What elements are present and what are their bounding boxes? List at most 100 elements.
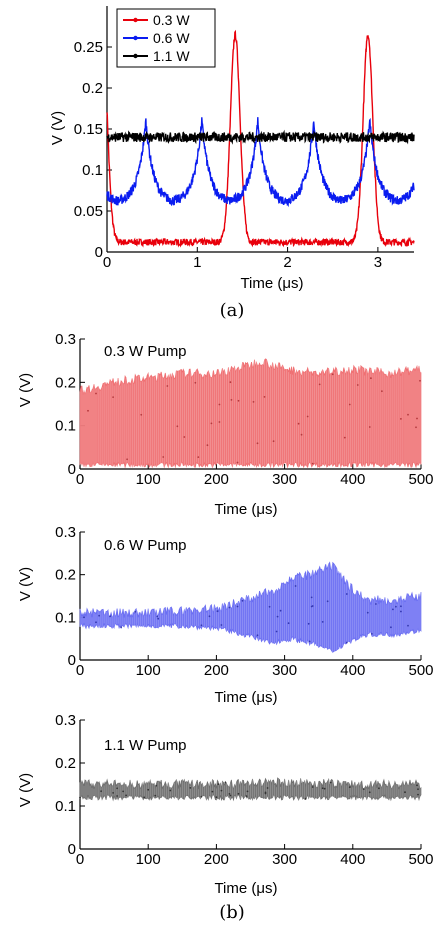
panel-b2-sample-dot (311, 605, 314, 607)
panel-b2-signal-texture (79, 562, 422, 653)
panel-b2-sample-dot (308, 640, 311, 643)
panel-b1-sample-dot (197, 456, 200, 458)
panel-b1-x-tick-label: 300 (272, 471, 297, 488)
panel-b2-sample-dot (345, 641, 348, 644)
panel-b1-sample-dot (331, 373, 334, 376)
panel-b1-y-tick-label: 0.1 (55, 418, 76, 435)
panel-b1-sample-dot (306, 415, 309, 418)
panel-b1-x-tick-label: 0 (76, 471, 84, 488)
panel-b1-signal-band (79, 358, 422, 469)
panel-b1-sample-dot (126, 458, 128, 461)
panel-b2-sample-dot (326, 600, 329, 603)
panel-b3-sample-dot (220, 789, 223, 792)
panel-b1-sample-dot (300, 433, 303, 436)
panel-b2-sample-dot (310, 596, 313, 599)
panel-b2-sample-dot (120, 626, 122, 629)
panel-b3-signal-texture (79, 778, 422, 800)
panel-b2-sample-dot (345, 593, 348, 595)
panel-b3-y-label: V (V) (17, 773, 34, 807)
panel-b3-sample-dot (329, 781, 332, 784)
panel-b2-sample-dot (375, 603, 377, 605)
panel-b1-sample-dot (407, 413, 409, 416)
panel-b2-sample-dot (400, 605, 402, 608)
panel-b1-sample-dot (183, 436, 186, 438)
panel-b2-x-label: Time (μs) (214, 689, 277, 706)
legend-label: 0.3 W (153, 12, 190, 28)
panel-b1-sample-dot (230, 399, 233, 401)
panel-b1-sample-dot (419, 379, 421, 382)
panel-b1-sample-dot (236, 461, 239, 464)
panel-b3-y-tick-label: 0.3 (55, 712, 76, 729)
panel-b2-y-tick-label: 0.3 (55, 524, 76, 541)
legend-marker (133, 17, 138, 23)
panel-b2-sample-dot (268, 605, 271, 608)
panel-b2-sample-dot (156, 615, 159, 618)
panel-b-0-6w-chart: V (V) Time (μs) 0.6 W Pump 0 100 200 300 400… (17, 524, 434, 706)
panel-b1-sample-dot (229, 381, 232, 384)
panel-b1-sample-dot (176, 425, 179, 428)
panel-b3-x-tick-label: 100 (136, 851, 161, 868)
panel-b1-sample-dot (348, 403, 351, 406)
panel-a-y-tick-label: 0.2 (82, 80, 103, 97)
legend-label: 0.6 W (153, 30, 190, 46)
panel-b1-sample-dot (87, 409, 89, 412)
panel-b2-sample-dot (275, 630, 278, 633)
panel-a-y-tick-label: 0.1 (82, 162, 103, 179)
panel-a-chart: V (V) Time (μs) (a) 0.3 W 0.6 W 1.1 W 0 1 2 3… (49, 6, 415, 321)
panel-b3-y-tick-label: 0.1 (55, 798, 76, 815)
panel-b2-sample-dot (241, 599, 244, 602)
panel-b1-sample-dot (206, 444, 209, 447)
panel-b3-sample-dot (245, 795, 248, 797)
panel-b2-sample-dot (371, 633, 373, 635)
panel-b1-sample-dot (415, 426, 417, 429)
panel-b2-sample-dot (83, 616, 85, 619)
panel-b3-sample-dot (404, 791, 406, 794)
panel-b2-x-tick-label: 500 (408, 662, 433, 679)
panel-a-x-tick-label: 1 (193, 254, 201, 271)
panel-b3-sample-dot (122, 790, 124, 793)
panel-b1-sample-dot (166, 385, 169, 387)
panel-b3-sample-dot (311, 786, 314, 788)
panel-a-series-line-03W (106, 29, 415, 248)
panel-a-y-tick-label: 0.15 (74, 121, 103, 138)
panel-b2-sample-dot (157, 617, 160, 620)
panel-b2-sample-dot (228, 606, 231, 609)
panel-b1-sample-dot (416, 417, 418, 420)
panel-b2-sample-dot (294, 585, 297, 587)
panel-a-y-tick-label: 0.05 (74, 203, 103, 220)
panel-b3-sample-dot (321, 787, 324, 790)
panel-b1-sample-dot (194, 381, 197, 384)
panel-b3-sample-dot (200, 795, 203, 798)
legend-label: 1.1 W (153, 48, 190, 64)
panel-b3-sample-dot (169, 789, 172, 792)
panel-b2-sample-dot (200, 624, 203, 627)
panel-b1-sample-dot (381, 390, 383, 393)
panel-b1-sample-dot (210, 422, 213, 425)
panel-b-1-1w-chart: V (V) Time (μs) 1.1 W Pump 0 100 200 300 400… (17, 712, 434, 897)
panel-b2-sample-dot (307, 622, 310, 625)
panel-b2-y-tick-label: 0.1 (55, 609, 76, 626)
panel-b3-sample-dot (100, 790, 102, 793)
legend-marker (133, 35, 138, 41)
panel-b2-annotation: 0.6 W Pump (104, 537, 187, 554)
panel-b2-sample-dot (220, 624, 223, 626)
panel-b3-sample-dot (224, 781, 227, 784)
panel-b2-sample-dot (95, 621, 97, 624)
panel-b1-sample-dot (140, 413, 143, 416)
panel-b2-x-tick-label: 400 (340, 662, 365, 679)
panel-b2-sample-dot (321, 621, 324, 623)
panel-b1-annotation: 0.3 W Pump (104, 343, 187, 360)
panel-b2-sample-dot (134, 610, 137, 613)
panel-b3-sample-dot (215, 796, 218, 799)
panel-b1-sample-dot (218, 403, 221, 406)
panel-b1-x-tick-label: 400 (340, 471, 365, 488)
panel-b3-x-tick-label: 200 (204, 851, 229, 868)
panel-b1-sample-dot (95, 392, 97, 395)
panel-b3-sample-dot (417, 788, 419, 791)
panel-b1-sample-dot (343, 436, 346, 439)
panel-b1-sample-dot (400, 418, 402, 420)
panel-b2-y-label: V (V) (17, 567, 34, 601)
panel-b2-sample-dot (279, 609, 282, 612)
panel-b3-sample-dot (112, 792, 114, 794)
panel-a-x-label: Time (μs) (240, 275, 303, 292)
